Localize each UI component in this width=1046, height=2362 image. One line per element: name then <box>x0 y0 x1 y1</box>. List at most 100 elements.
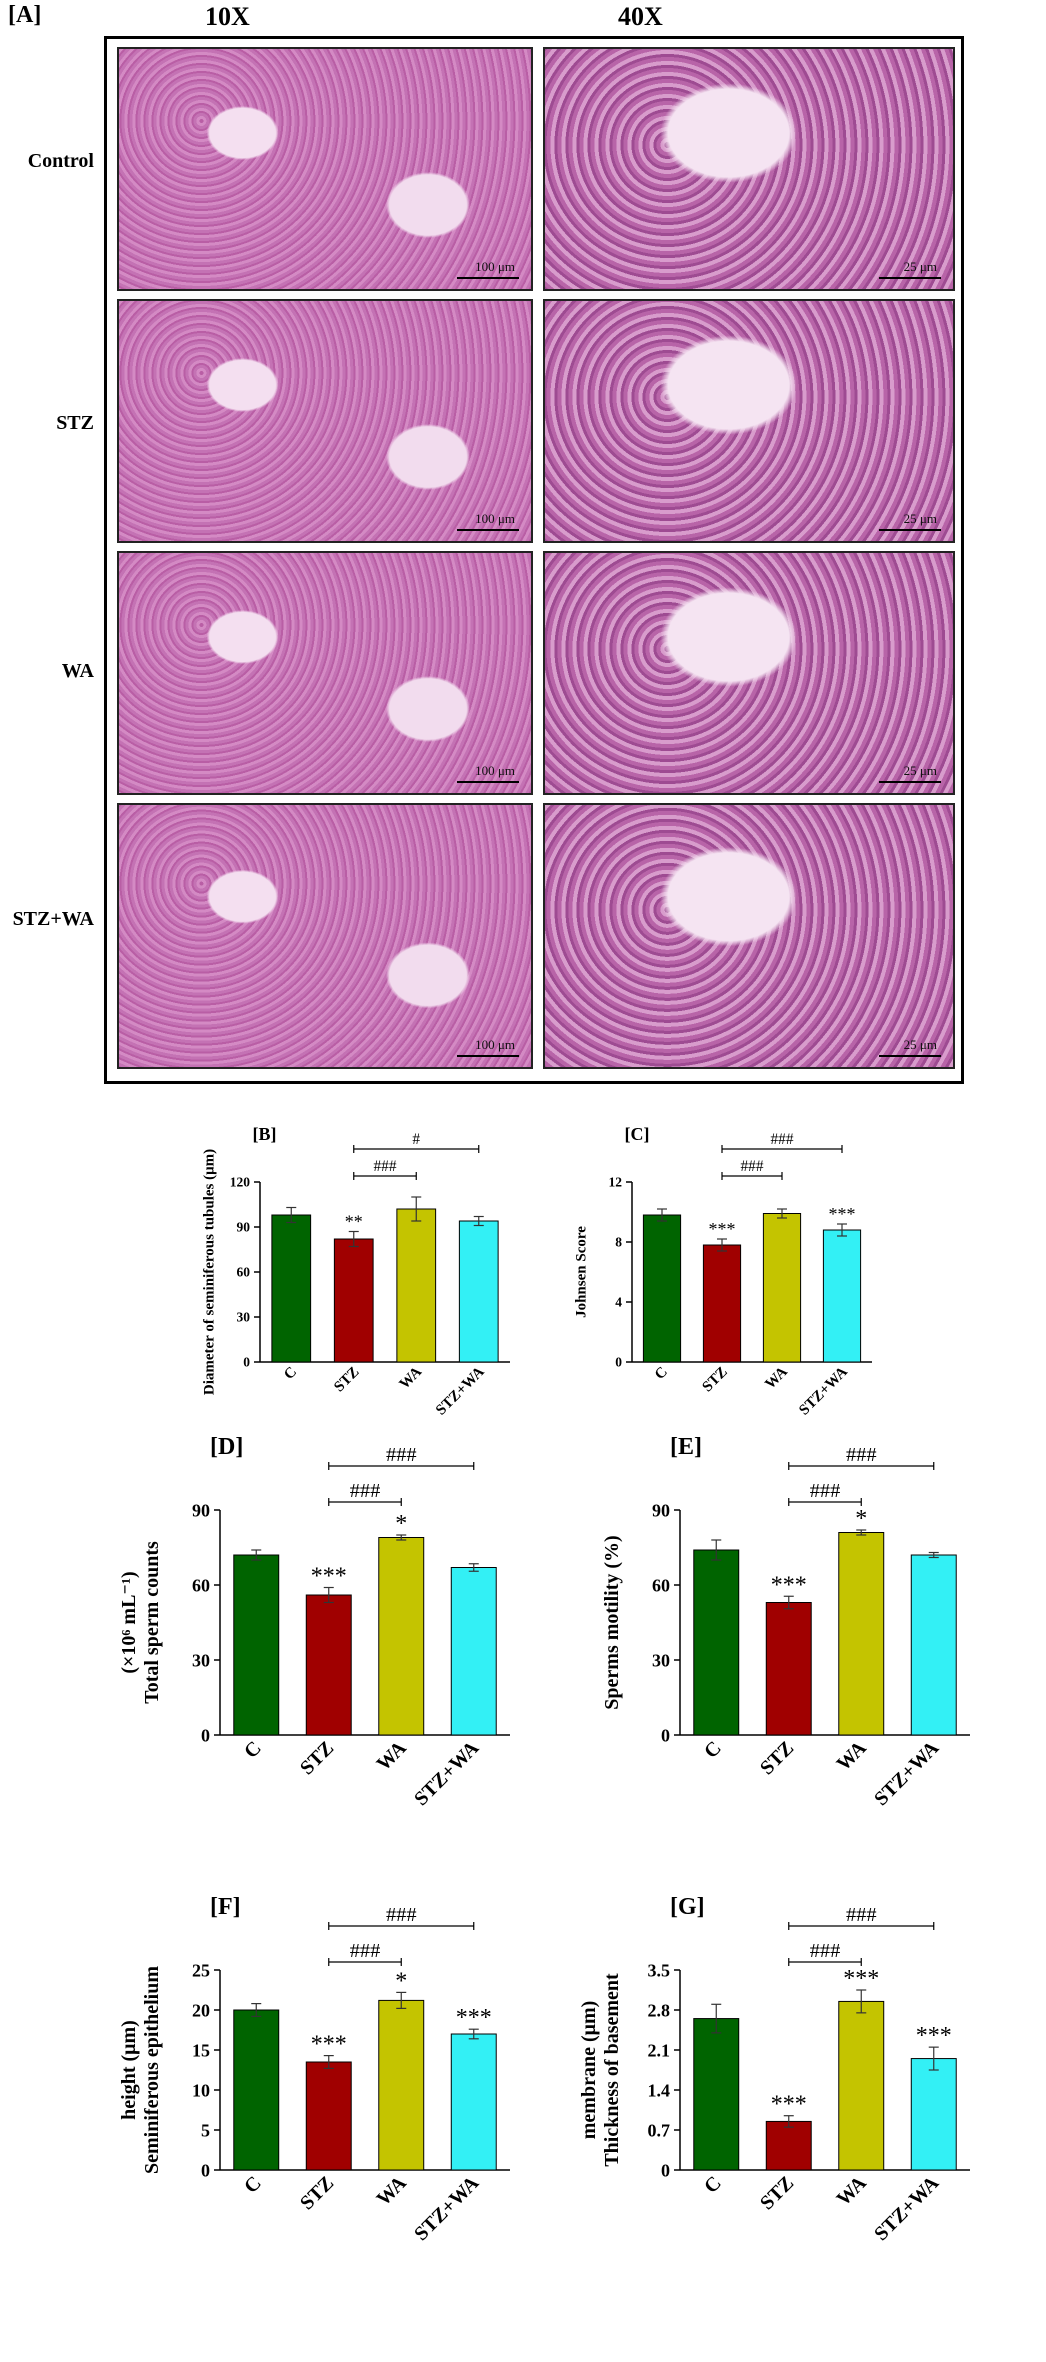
significance-stars: * <box>395 1511 407 1537</box>
y-axis-label: Diameter of seminiferous tubules (μm) <box>202 1149 218 1395</box>
x-tick-label: WA <box>832 1737 871 1776</box>
x-tick-label: WA <box>397 1364 426 1393</box>
bar <box>765 1602 812 1736</box>
bar <box>305 1594 352 1736</box>
bracket-label: ### <box>846 1444 877 1466</box>
scale-bar <box>879 781 941 783</box>
chart-b-tubule-diameter: [B] 0 30 60 90 120 Diameter of seminiferous tu… <box>202 1124 510 1419</box>
chart-e-sperm-motility: [E] 0 30 60 90 Sperms motility (%) C *** STZ * WA S… <box>601 1434 970 1811</box>
bracket-label: ### <box>771 1131 794 1148</box>
y-tick-label: 120 <box>230 1175 251 1190</box>
row-label-stz: STZ <box>56 412 94 434</box>
x-tick-label: WA <box>832 2172 871 2211</box>
y-tick-label: 0 <box>243 1355 250 1370</box>
significance-stars: *** <box>771 2092 807 2118</box>
bracket-label: ### <box>350 1480 381 1502</box>
scale-bar <box>879 529 941 531</box>
y-tick-label: 90 <box>652 1500 670 1520</box>
bar <box>233 1554 280 1736</box>
bar <box>822 1229 862 1363</box>
bracket-label: ### <box>846 1904 877 1926</box>
bracket-label: ### <box>386 1904 417 1926</box>
bracket-label: ### <box>386 1444 417 1466</box>
scale-label: 25 μm <box>903 763 937 778</box>
bar <box>838 1532 885 1736</box>
y-tick-label: 60 <box>192 1575 210 1595</box>
y-axis-label: (×10⁶ mL⁻¹) <box>118 1571 140 1673</box>
significance-stars: *** <box>311 1564 347 1590</box>
row-label-control: Control <box>27 150 94 172</box>
y-tick-label: 25 <box>192 1960 210 1980</box>
y-tick-label: 0 <box>615 1355 622 1370</box>
bar <box>458 1220 499 1363</box>
y-tick-label: 0 <box>201 2160 210 2180</box>
y-tick-label: 4 <box>615 1295 622 1310</box>
micrograph-wa-40x: 25 μm <box>543 551 955 795</box>
y-tick-label: 2.1 <box>648 2040 671 2060</box>
scale-label: 100 μm <box>475 259 515 274</box>
y-tick-label: 60 <box>237 1265 251 1280</box>
scale-bar <box>457 781 519 783</box>
x-tick-label: C <box>700 2172 726 2198</box>
micrograph-stz-wa-40x: 25 μm <box>543 803 955 1069</box>
micrograph-wa-10x: 100 μm <box>117 551 533 795</box>
x-tick-label: STZ <box>756 2172 798 2214</box>
row-label-wa: WA <box>61 660 94 682</box>
micrograph-stz-10x: 100 μm <box>117 299 533 543</box>
y-axis-label: membrane (μm) <box>578 2001 600 2140</box>
panel-label: [F] <box>210 1894 241 1920</box>
x-tick-label: STZ <box>296 2172 338 2214</box>
scale-label: 25 μm <box>903 259 937 274</box>
x-tick-label: STZ+WA <box>870 2172 944 2246</box>
bracket-label: ### <box>741 1158 764 1175</box>
bar <box>305 2061 352 2171</box>
micrograph-stz-wa-10x: 100 μm <box>117 803 533 1069</box>
y-tick-label: 60 <box>652 1575 670 1595</box>
significance-stars: *** <box>916 2023 952 2049</box>
scale-label: 25 μm <box>903 1037 937 1052</box>
bracket-label: ### <box>374 1158 397 1175</box>
bracket-label: ### <box>810 1480 841 1502</box>
scale-bar <box>879 277 941 279</box>
significance-stars: *** <box>843 1966 879 1992</box>
significance-stars: *** <box>456 2005 492 2031</box>
y-axis-label: Total sperm counts <box>141 1541 163 1704</box>
significance-stars: * <box>855 1506 867 1532</box>
x-tick-label: STZ <box>296 1737 338 1779</box>
bar <box>450 2033 497 2171</box>
x-tick-label: STZ+WA <box>410 1737 484 1811</box>
y-tick-label: 20 <box>192 2000 210 2020</box>
significance-stars: *** <box>771 1572 807 1598</box>
y-tick-label: 90 <box>192 1500 210 1520</box>
y-tick-label: 30 <box>192 1650 210 1670</box>
x-tick-label: C <box>240 2172 266 2198</box>
panel-label: [G] <box>670 1894 705 1920</box>
micrograph-stz-40x: 25 μm <box>543 299 955 543</box>
y-tick-label: 0.7 <box>648 2120 671 2140</box>
bar <box>233 2009 280 2171</box>
significance-stars: ** <box>345 1212 363 1232</box>
bar <box>693 1549 740 1736</box>
bar <box>378 1999 425 2171</box>
y-tick-label: 90 <box>237 1220 251 1235</box>
y-axis-label: Thickness of basement <box>601 1973 623 2167</box>
bar <box>762 1213 802 1363</box>
y-tick-label: 0 <box>661 2160 670 2180</box>
x-tick-label: STZ+WA <box>870 1737 944 1811</box>
x-tick-label: C <box>700 1737 726 1763</box>
bracket-label: # <box>412 1131 420 1148</box>
panel-a-label: [A] <box>8 2 42 28</box>
scale-bar <box>457 277 519 279</box>
chart-g-basement-thickness: [G] 0 0.7 1.4 2.1 2.8 3.5 Thickness of basement… <box>578 1894 970 2246</box>
x-tick-label: C <box>281 1364 300 1383</box>
bar <box>642 1214 682 1363</box>
y-axis-label: Sperms motility (%) <box>601 1535 623 1709</box>
y-axis-label: height (μm) <box>118 2020 140 2120</box>
x-tick-label: C <box>240 1737 266 1763</box>
y-tick-label: 8 <box>615 1235 622 1250</box>
bar <box>702 1244 742 1363</box>
panel-label: [B] <box>253 1124 277 1144</box>
significance-stars: *** <box>829 1204 856 1224</box>
x-tick-label: C <box>652 1364 671 1383</box>
